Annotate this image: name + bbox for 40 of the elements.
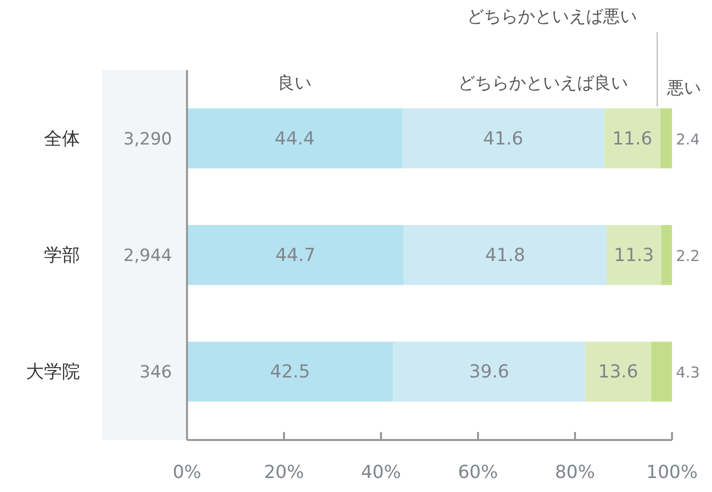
data-label: 39.6 xyxy=(469,362,510,383)
bar xyxy=(660,108,672,168)
series-label: どちらかといえば良い xyxy=(458,73,628,94)
bar xyxy=(402,108,604,168)
x-tick-label: 40% xyxy=(360,462,402,483)
data-label: 2.4 xyxy=(676,130,700,148)
bar xyxy=(604,108,660,168)
data-label: 13.6 xyxy=(598,362,638,383)
x-tick-label: 0% xyxy=(172,462,202,483)
y-tick-label: 全体 xyxy=(44,128,80,150)
data-label: 11.3 xyxy=(614,245,654,266)
bar xyxy=(585,342,652,402)
bar xyxy=(651,342,672,402)
series-label: 良い xyxy=(278,73,312,94)
y-tick-label: 学部 xyxy=(44,245,80,266)
bar xyxy=(187,108,402,168)
text: どちらかといえば悪い xyxy=(467,7,637,27)
bar xyxy=(404,225,607,285)
data-label: 2.2 xyxy=(676,247,700,265)
data-label: 42.5 xyxy=(270,362,310,383)
text: 2,944 xyxy=(123,246,172,266)
bar xyxy=(606,225,662,285)
bar xyxy=(661,225,672,285)
text: 3,290 xyxy=(123,129,172,150)
data-label: 44.7 xyxy=(275,245,316,266)
bar xyxy=(187,225,404,285)
data-label: 41.8 xyxy=(485,245,526,266)
data-label: 4.3 xyxy=(676,364,700,382)
x-tick-label: 60% xyxy=(458,462,498,483)
x-tick-label: 100% xyxy=(646,462,698,483)
x-tick-label: 20% xyxy=(264,462,304,483)
data-label: 44.4 xyxy=(274,128,315,150)
y-tick-label: 大学院 xyxy=(26,362,80,383)
x-tick-label: 80% xyxy=(554,462,596,483)
bar xyxy=(393,342,586,402)
text: 346 xyxy=(140,362,172,383)
bar xyxy=(187,342,394,402)
series-label: 悪い xyxy=(666,78,701,98)
data-label: 41.6 xyxy=(483,128,524,150)
data-label: 11.6 xyxy=(612,128,652,150)
